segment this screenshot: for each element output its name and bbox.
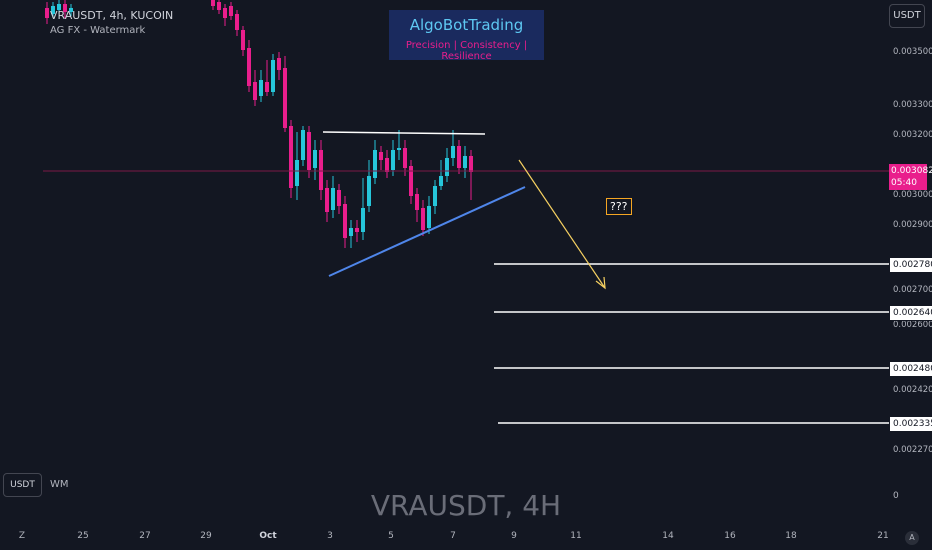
candle-body	[319, 150, 323, 190]
candle-body	[469, 156, 473, 172]
time-tick: 11	[570, 531, 582, 541]
support-trendline	[328, 186, 526, 277]
projection-arrowhead	[595, 276, 606, 290]
candle-body	[69, 8, 73, 12]
candle-body	[235, 14, 239, 30]
candle-body	[63, 4, 67, 12]
candle-body	[457, 146, 461, 168]
candle-body	[259, 80, 263, 96]
question-annotation: ???	[606, 198, 632, 215]
price-tick: 0.002600	[893, 320, 932, 330]
candle-body	[301, 130, 305, 160]
candle-body	[307, 132, 311, 170]
currency-toggle[interactable]: USDT	[3, 473, 42, 497]
candle-body	[397, 148, 401, 150]
candle-body	[433, 186, 437, 206]
candle-body	[265, 82, 269, 92]
bottom-watermark-title: VRAUSDT, 4H	[370, 489, 562, 522]
time-tick: 25	[77, 531, 89, 541]
price-tick: 0.002420	[893, 385, 932, 395]
price-tick: 0.003200	[893, 130, 932, 140]
time-tick: Z	[18, 531, 26, 541]
price-tick: 0.002700	[893, 285, 932, 295]
candle-body	[289, 126, 293, 188]
price-tick: 0.003000	[893, 190, 932, 200]
candle-countdown: 05:40	[891, 178, 917, 188]
current-price-value: 0.003082	[891, 166, 932, 176]
candle-body	[427, 206, 431, 228]
candle-body	[51, 6, 55, 14]
resistance-line	[322, 131, 486, 135]
time-tick: 29	[200, 531, 212, 541]
time-tick: 27	[139, 531, 151, 541]
price-level-label: 0.002780	[889, 257, 932, 273]
candle-body	[331, 188, 335, 210]
candle-body	[463, 156, 467, 168]
candle-body	[403, 148, 407, 168]
candle-body	[241, 30, 245, 50]
candle-body	[325, 188, 329, 212]
volume-zero-label: 0	[893, 491, 899, 501]
price-tick: 0.003300	[893, 100, 932, 110]
candle-body	[373, 150, 377, 178]
candles	[45, 0, 473, 248]
candle-body	[277, 58, 281, 70]
candle-body	[337, 190, 341, 206]
candle-body	[343, 204, 347, 238]
candle-body	[295, 160, 299, 186]
candle-body	[379, 152, 383, 160]
candle-body	[45, 8, 49, 18]
currency-button[interactable]: USDT	[889, 4, 925, 28]
candle-body	[421, 208, 425, 230]
go-to-realtime-button[interactable]: A	[905, 531, 919, 545]
time-tick: 14	[662, 531, 674, 541]
candle-body	[391, 150, 395, 170]
candle-body	[385, 158, 389, 172]
candle-body	[349, 228, 353, 236]
price-level-label: 0.002335	[889, 416, 932, 432]
time-tick: 16	[724, 531, 736, 541]
projection-arrow	[518, 159, 606, 289]
candle-body	[247, 48, 251, 86]
time-tick: 3	[327, 531, 333, 541]
candle-body	[271, 60, 275, 92]
watermark-tag: AG FX - Watermark	[50, 25, 146, 36]
price-tick: 0.002270	[893, 445, 932, 455]
price-level-label: 0.002480	[889, 361, 932, 377]
candle-body	[415, 194, 419, 210]
time-tick: Oct	[259, 531, 277, 541]
symbol-title: VRAUSDT, 4h, KUCOIN	[50, 9, 174, 22]
candle-body	[217, 2, 221, 10]
candle-body	[445, 158, 449, 176]
brand-tagline: Precision | Consistency | Resilience	[405, 40, 528, 62]
candle-body	[451, 146, 455, 158]
price-tick: 0.002900	[893, 220, 932, 230]
candle-body	[253, 82, 257, 100]
candle-body	[211, 0, 215, 6]
candle-body	[367, 176, 371, 206]
candle-body	[361, 208, 365, 232]
brand-box: AlgoBotTrading Precision | Consistency |…	[389, 10, 544, 62]
brand-title: AlgoBotTrading	[409, 16, 524, 34]
time-tick: 5	[388, 531, 394, 541]
current-price-label: 0.003082 05:40	[889, 164, 932, 190]
candle-body	[57, 4, 61, 10]
candle-body	[439, 176, 443, 186]
candle-body	[283, 68, 287, 128]
time-tick: 9	[511, 531, 517, 541]
candle-body	[355, 228, 359, 232]
price-level-label: 0.002640	[889, 305, 932, 321]
candle-body	[313, 150, 317, 168]
price-tick: 0.003500	[893, 47, 932, 57]
time-tick: 18	[785, 531, 797, 541]
candle-body	[223, 8, 227, 18]
time-tick: 21	[877, 531, 889, 541]
wm-label: WM	[50, 479, 69, 490]
candle-body	[409, 166, 413, 196]
time-tick: 7	[450, 531, 456, 541]
candle-body	[229, 6, 233, 16]
